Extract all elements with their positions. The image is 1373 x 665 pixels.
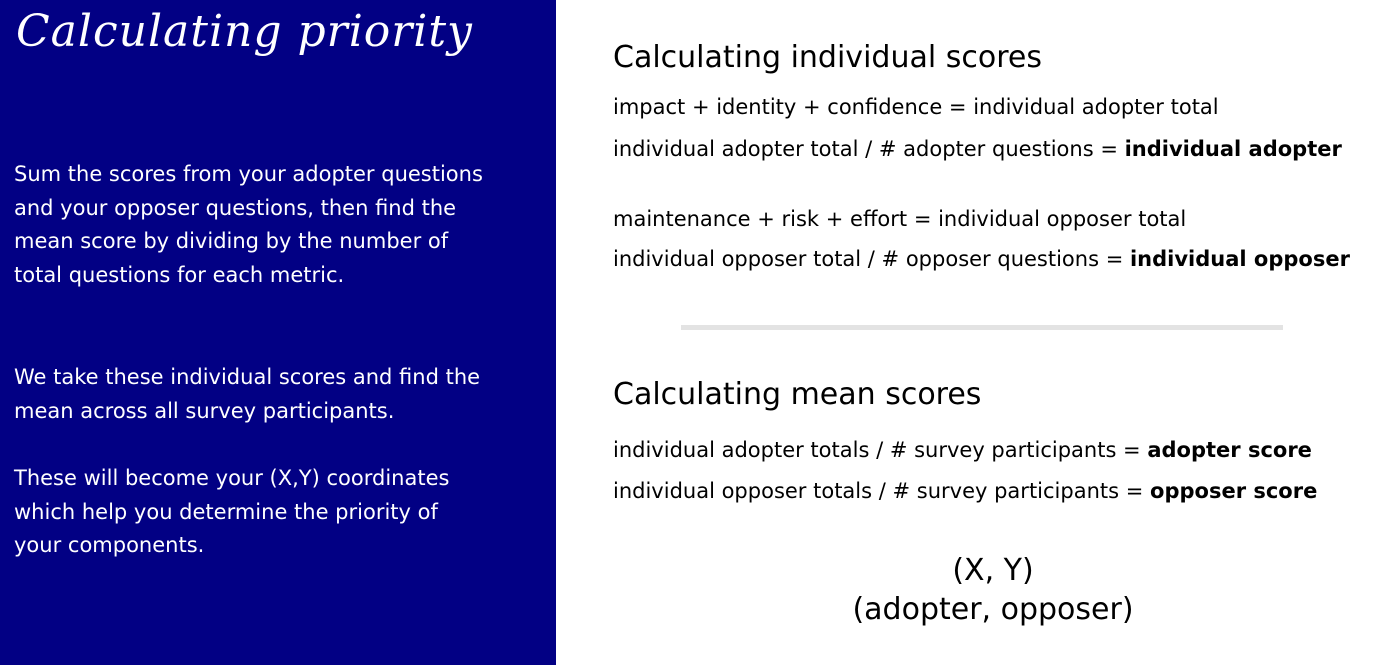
mean-scores-heading: Calculating mean scores [613,377,982,412]
individual-opposer-formula: individual opposer total / # opposer que… [613,245,1350,273]
adopter-score-result: adopter score [1147,438,1312,462]
opposer-total-formula: maintenance + risk + effort = individual… [613,205,1186,233]
coordinates-mapping: (adopter, opposer) [852,592,1134,627]
adopter-total-formula-text: impact + identity + confidence = individ… [613,95,1219,119]
adopter-total-formula: impact + identity + confidence = individ… [613,93,1219,121]
instruction-paragraph-sum: Sum the scores from your adopter questio… [14,162,483,287]
page-title: Calculating priority [16,6,473,57]
coordinates-xy: (X, Y) [952,553,1034,588]
opposer-score-result: opposer score [1150,479,1318,503]
individual-adopter-result: individual adopter [1124,137,1342,161]
individual-opposer-result: individual opposer [1129,247,1350,271]
left-panel: Calculating priority Sum the scores from… [0,0,556,665]
individual-adopter-formula: individual adopter total / # adopter que… [613,135,1342,163]
instruction-paragraph-coordinates: These will become your (X,Y) coordinates… [14,466,450,557]
adopter-score-formula-text: individual adopter totals / # survey par… [613,438,1148,462]
opposer-score-formula-text: individual opposer totals / # survey par… [613,479,1151,503]
coordinates-label: (X, Y) (adopter, opposer) [773,551,1213,629]
individual-scores-heading: Calculating individual scores [613,40,1042,75]
section-divider [681,325,1283,330]
opposer-score-formula: individual opposer totals / # survey par… [613,477,1317,505]
individual-opposer-formula-text: individual opposer total / # opposer que… [613,247,1130,271]
adopter-score-formula: individual adopter totals / # survey par… [613,436,1312,464]
instruction-paragraph-mean: We take these individual scores and find… [14,365,481,423]
individual-adopter-formula-text: individual adopter total / # adopter que… [613,137,1125,161]
opposer-total-formula-text: maintenance + risk + effort = individual… [613,207,1187,231]
right-panel: Calculating individual scores impact + i… [556,0,1373,665]
